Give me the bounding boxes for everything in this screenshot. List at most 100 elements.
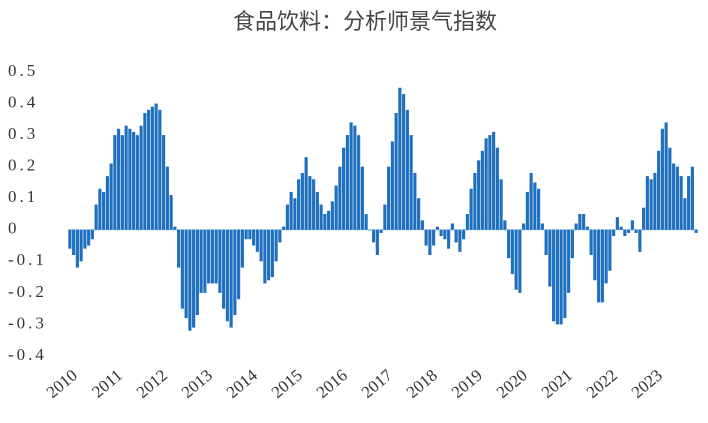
x-tick-label: 2023 <box>628 366 666 402</box>
bar <box>278 229 282 243</box>
bar <box>649 179 653 230</box>
bar <box>120 135 124 230</box>
y-tick-label: 0.3 <box>8 124 38 143</box>
x-tick-label: 2018 <box>403 366 441 402</box>
bar <box>619 226 623 230</box>
bar <box>132 131 136 230</box>
bar <box>503 220 507 230</box>
bar <box>462 229 466 240</box>
bar <box>615 217 619 230</box>
x-tick-label: 2014 <box>223 365 262 402</box>
bar <box>319 204 323 230</box>
bar <box>417 198 421 230</box>
bar <box>544 229 548 256</box>
bar <box>360 166 364 230</box>
bar <box>578 214 582 230</box>
bar <box>432 229 436 246</box>
bar <box>394 113 398 230</box>
bar <box>604 229 608 284</box>
bar <box>218 229 222 293</box>
bar <box>574 223 578 230</box>
y-tick-label: 0.5 <box>8 61 38 80</box>
bar <box>173 226 177 230</box>
bar <box>559 229 563 325</box>
bar <box>645 176 649 230</box>
bar <box>349 122 353 230</box>
bar <box>364 214 368 230</box>
bar <box>368 229 372 231</box>
bar <box>664 122 668 230</box>
bar <box>113 135 117 230</box>
x-tick-label: 2013 <box>178 366 216 402</box>
bar <box>263 229 267 284</box>
bar <box>345 135 349 230</box>
bar <box>495 147 499 230</box>
bar <box>135 135 139 230</box>
bar <box>214 229 218 284</box>
bar <box>248 229 252 240</box>
bar <box>522 223 526 230</box>
bar <box>529 172 533 230</box>
y-tick-label: 0.1 <box>8 187 38 206</box>
bar <box>372 229 376 243</box>
bar <box>87 229 91 246</box>
bar <box>420 220 424 230</box>
bar <box>229 229 233 328</box>
x-tick-label: 2011 <box>88 366 126 402</box>
bar <box>443 229 447 240</box>
bar <box>585 226 589 230</box>
bar <box>589 229 593 256</box>
bar <box>237 229 241 300</box>
bar <box>480 150 484 230</box>
bar <box>98 188 102 230</box>
bar <box>499 179 503 230</box>
bar <box>675 166 679 230</box>
bar <box>282 226 286 230</box>
bar <box>690 166 694 230</box>
bar <box>169 195 173 230</box>
x-tick-label: 2019 <box>448 366 486 402</box>
bar <box>255 229 259 252</box>
bar <box>195 229 199 315</box>
bar <box>447 229 451 249</box>
bar <box>458 229 462 252</box>
bar <box>642 207 646 230</box>
bar <box>548 229 552 287</box>
bar <box>484 138 488 230</box>
bar <box>390 141 394 230</box>
bar <box>555 229 559 325</box>
bar <box>128 128 132 230</box>
bar <box>518 229 522 293</box>
bar <box>672 163 676 230</box>
x-tick-label: 2022 <box>583 366 621 402</box>
bar <box>293 198 297 230</box>
bar <box>413 172 417 230</box>
bar <box>668 147 672 230</box>
bar <box>623 229 627 237</box>
bar <box>342 147 346 230</box>
bar <box>240 229 244 268</box>
bar <box>203 229 207 293</box>
bar <box>507 229 511 259</box>
bar <box>109 163 113 230</box>
bar <box>683 198 687 230</box>
bar <box>563 229 567 319</box>
bar <box>428 229 432 256</box>
bar <box>660 128 664 230</box>
bar <box>657 150 661 230</box>
bar <box>608 229 612 271</box>
bar <box>192 229 196 328</box>
bar <box>327 210 331 230</box>
bar <box>270 229 274 278</box>
bar <box>638 229 642 252</box>
x-tick-label: 2015 <box>268 366 306 402</box>
bar <box>285 204 289 230</box>
x-tick-label: 2017 <box>358 365 397 402</box>
bar <box>387 166 391 230</box>
bar <box>267 229 271 281</box>
bar <box>514 229 518 290</box>
bar <box>304 157 308 230</box>
bar <box>537 188 541 230</box>
bar <box>210 229 214 284</box>
